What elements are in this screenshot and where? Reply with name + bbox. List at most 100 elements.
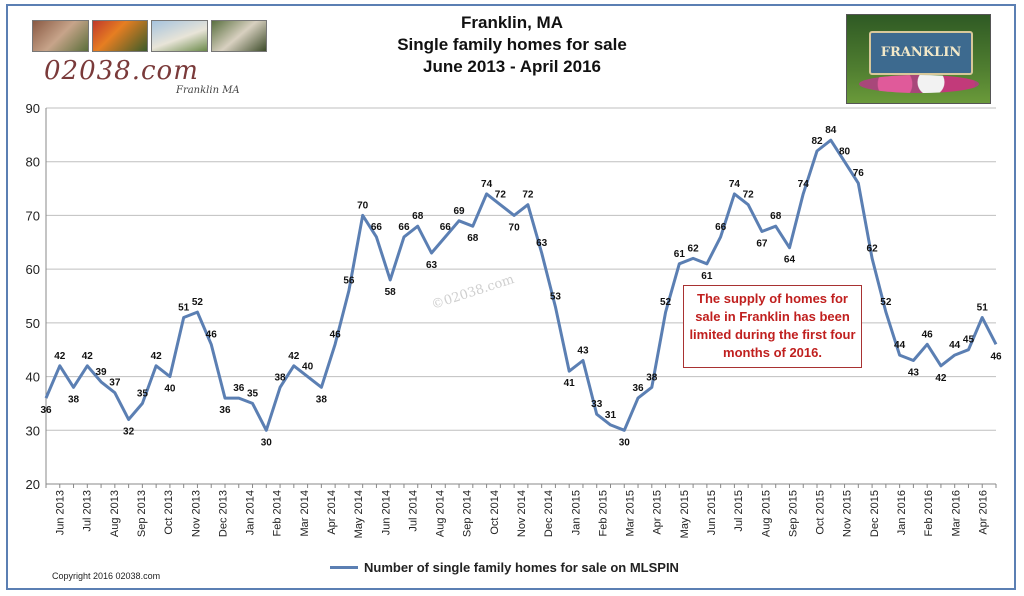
chart-title: Franklin, MA Single family homes for sal… xyxy=(0,12,1024,78)
data-label: 40 xyxy=(302,362,314,373)
title-line-2: Single family homes for sale xyxy=(397,35,627,54)
x-tick-label: Sep 2014 xyxy=(462,490,474,537)
x-tick-label: Sep 2015 xyxy=(787,490,799,537)
x-tick-label: Mar 2014 xyxy=(299,490,311,536)
data-label: 40 xyxy=(164,384,176,395)
data-label: 52 xyxy=(880,297,892,308)
data-label: 32 xyxy=(123,427,135,438)
x-tick-label: Oct 2013 xyxy=(163,490,175,535)
y-tick-label: 30 xyxy=(26,423,40,438)
x-tick-label: Jul 2014 xyxy=(407,490,419,532)
x-tick-label: Dec 2013 xyxy=(217,490,229,537)
x-tick-label: May 2014 xyxy=(353,490,365,538)
data-label: 80 xyxy=(839,147,851,158)
data-label: 84 xyxy=(825,125,837,136)
y-tick-label: 50 xyxy=(26,316,40,331)
data-label: 38 xyxy=(316,394,328,405)
y-tick-label: 80 xyxy=(26,155,40,170)
x-tick-label: Jul 2013 xyxy=(82,490,94,532)
data-label: 36 xyxy=(632,383,644,394)
data-label: 30 xyxy=(619,437,631,448)
flower-bed xyxy=(859,75,979,93)
data-label: 31 xyxy=(605,410,617,421)
data-label: 72 xyxy=(495,190,507,201)
x-tick-label: Sep 2013 xyxy=(136,490,148,537)
x-tick-label: Oct 2014 xyxy=(489,490,501,535)
data-label: 38 xyxy=(646,372,658,383)
data-label: 70 xyxy=(509,222,521,233)
data-label: 62 xyxy=(688,243,700,254)
legend-swatch xyxy=(330,566,358,569)
x-tick-label: Mar 2015 xyxy=(625,490,637,536)
data-label: 56 xyxy=(343,276,355,287)
x-tick-label: May 2015 xyxy=(679,490,691,538)
house-photo xyxy=(32,20,89,52)
data-label: 33 xyxy=(591,399,603,410)
x-tick-label: Feb 2014 xyxy=(272,490,284,536)
data-label: 42 xyxy=(54,351,66,362)
x-tick-label: Aug 2013 xyxy=(109,490,121,537)
y-tick-label: 70 xyxy=(26,208,40,223)
data-label: 68 xyxy=(467,233,479,244)
data-label: 42 xyxy=(151,351,163,362)
x-tick-label: Jan 2015 xyxy=(570,490,582,535)
building-photo xyxy=(151,20,208,52)
data-label: 58 xyxy=(385,287,397,298)
data-label: 39 xyxy=(96,367,108,378)
x-tick-label: Jan 2016 xyxy=(896,490,908,535)
data-label: 37 xyxy=(109,378,121,389)
copyright-text: Copyright 2016 02038.com xyxy=(52,571,161,581)
data-label: 68 xyxy=(770,211,782,222)
data-label: 51 xyxy=(977,302,989,313)
data-label: 66 xyxy=(440,222,452,233)
data-label: 69 xyxy=(453,206,465,217)
data-label: 46 xyxy=(330,329,342,340)
franklin-sign-photo: FRANKLIN xyxy=(846,14,991,104)
data-label: 51 xyxy=(178,302,190,313)
data-label: 63 xyxy=(536,238,548,249)
data-label: 68 xyxy=(412,211,424,222)
data-label: 66 xyxy=(371,222,383,233)
data-label: 52 xyxy=(192,297,204,308)
data-label: 36 xyxy=(233,383,245,394)
data-label: 38 xyxy=(274,372,286,383)
x-tick-label: Jan 2014 xyxy=(245,490,257,535)
chart-annotation: The supply of homes for sale in Franklin… xyxy=(683,285,862,368)
title-line-3: June 2013 - April 2016 xyxy=(423,57,601,76)
y-tick-label: 20 xyxy=(26,477,40,492)
x-tick-label: Jun 2014 xyxy=(380,490,392,535)
chart-legend: Number of single family homes for sale o… xyxy=(330,560,679,575)
data-label: 38 xyxy=(68,394,80,405)
x-tick-label: Feb 2016 xyxy=(923,490,935,536)
data-label: 61 xyxy=(674,249,686,260)
sign-board: FRANKLIN xyxy=(869,31,973,75)
data-label: 30 xyxy=(261,437,273,448)
data-label: 44 xyxy=(949,340,961,351)
data-label: 62 xyxy=(867,243,879,254)
series-line xyxy=(44,138,998,432)
x-tick-label: Aug 2015 xyxy=(760,490,772,537)
data-label: 63 xyxy=(426,260,438,271)
data-label: 46 xyxy=(206,329,218,340)
data-label: 45 xyxy=(963,335,975,346)
data-label: 41 xyxy=(564,378,576,389)
data-label: 42 xyxy=(82,351,94,362)
data-label: 72 xyxy=(522,190,534,201)
x-tick-label: Nov 2013 xyxy=(190,490,202,537)
data-label: 36 xyxy=(40,405,52,416)
data-label: 35 xyxy=(137,388,149,399)
data-label: 43 xyxy=(577,345,589,356)
data-label: 74 xyxy=(481,179,493,190)
data-label: 43 xyxy=(908,367,920,378)
x-tick-label: Jun 2013 xyxy=(55,490,67,535)
x-tick-label: Apr 2016 xyxy=(977,490,989,535)
x-tick-label: Oct 2015 xyxy=(815,490,827,535)
x-tick-label: Jun 2015 xyxy=(706,490,718,535)
y-tick-label: 40 xyxy=(26,370,40,385)
x-tick-label: Dec 2015 xyxy=(869,490,881,537)
data-label: 35 xyxy=(247,388,259,399)
x-tick-label: Mar 2016 xyxy=(950,490,962,536)
data-label: 67 xyxy=(756,239,768,250)
title-line-1: Franklin, MA xyxy=(460,13,563,32)
